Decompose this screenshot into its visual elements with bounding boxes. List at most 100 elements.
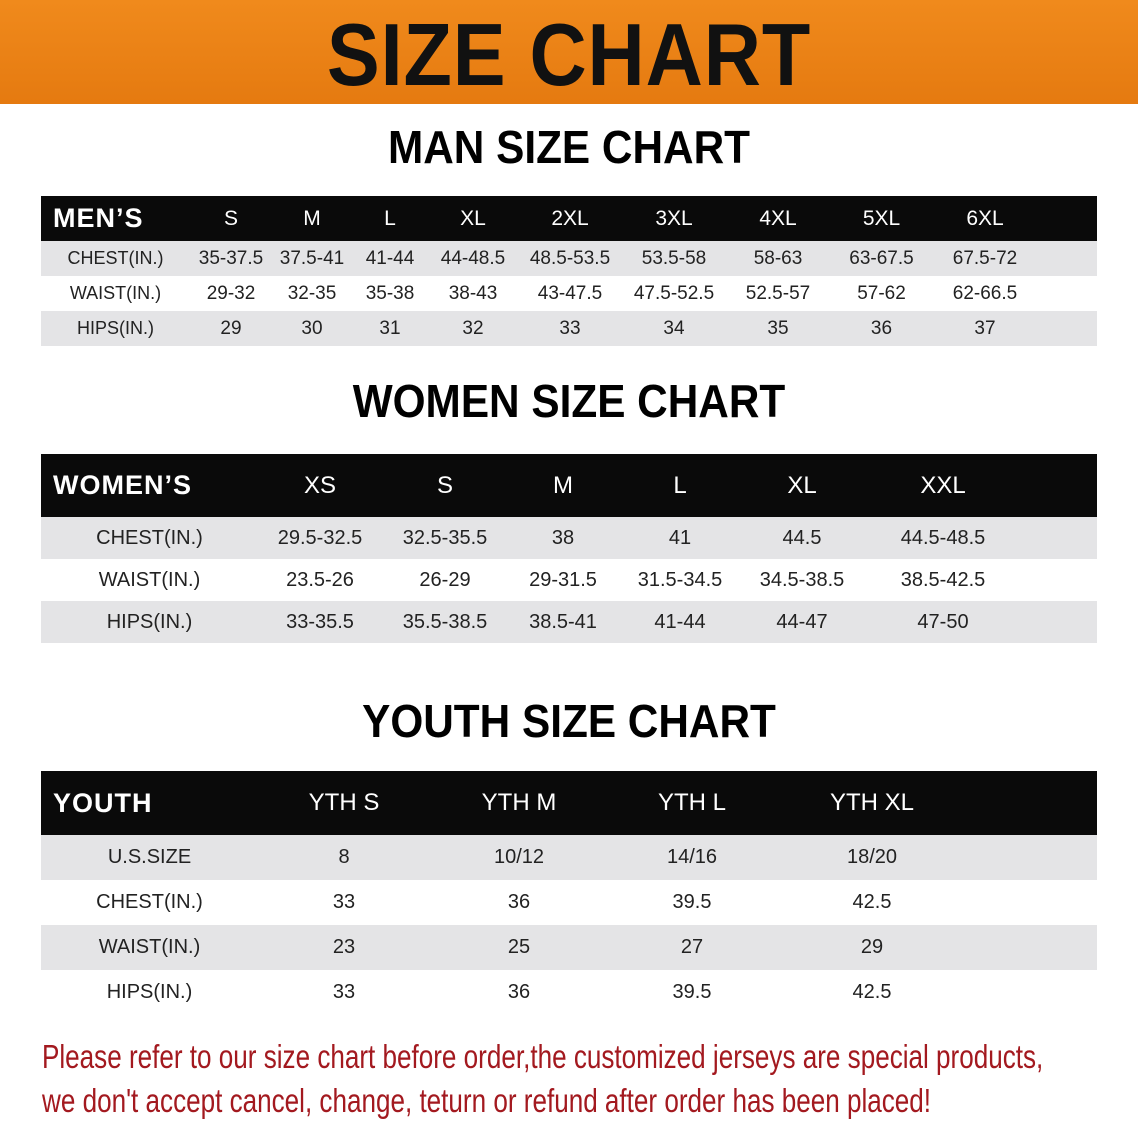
table-cell: 35-37.5 <box>198 247 264 269</box>
table-cell: XXL <box>920 471 966 499</box>
row-label: CHEST(IN.) <box>96 526 203 549</box>
table-cell: M <box>553 471 573 499</box>
row-label: WAIST(IN.) <box>98 936 201 958</box>
notice-line-1: Please refer to our size chart before or… <box>42 1038 1044 1075</box>
table-cell: 10/12 <box>493 846 545 868</box>
men-size-table: MEN’S S M L XL 2XL 3XL 4XL 5XL 6XL CHEST(IN.) 35-37… <box>41 196 1097 346</box>
row-label: HIPS(IN.) <box>106 610 193 633</box>
table-cell: YTH S <box>308 789 380 816</box>
women-size-table: WOMEN’S XS S M L XL XXL CHEST(IN.) 29.5-32.5 32.5… <box>41 454 1097 643</box>
table-cell: 32-35 <box>287 282 337 304</box>
table-cell: 25 <box>507 936 531 958</box>
table-cell: 38.5-41 <box>529 610 597 633</box>
row-label: HIPS(IN.) <box>76 318 154 338</box>
table-row: CHEST(IN.) 29.5-32.5 32.5-35.5 38 41 44.5 44.5… <box>41 517 1097 559</box>
table-cell: 31.5-34.5 <box>637 568 723 591</box>
table-cell: 31 <box>379 317 401 339</box>
table-cell: 42.5 <box>852 891 892 913</box>
row-label: WAIST(IN.) <box>69 283 162 303</box>
table-cell: 27 <box>680 936 704 958</box>
table-cell: 38-43 <box>448 282 498 304</box>
youth-section-title: YOUTH SIZE CHART <box>362 695 776 747</box>
table-header-row: WOMEN’S XS S M L XL XXL <box>41 454 1097 517</box>
table-row: WAIST(IN.) 23.5-26 26-29 29-31.5 31.5-34.5 34… <box>41 559 1097 601</box>
table-cell: 41-44 <box>365 247 415 269</box>
row-label: MEN’S <box>53 203 144 233</box>
table-row: HIPS(IN.) 33-35.5 35.5-38.5 38.5-41 41-44 44-… <box>41 601 1097 643</box>
table-cell: 6XL <box>966 206 1004 230</box>
table-cell: 5XL <box>862 206 901 230</box>
table-cell: 4XL <box>759 206 797 230</box>
table-header-row: MEN’S S M L XL 2XL 3XL 4XL 5XL 6XL <box>41 196 1097 241</box>
table-cell: 33-35.5 <box>286 610 354 633</box>
table-cell: 41 <box>668 526 692 549</box>
table-cell: 52.5-57 <box>745 282 811 304</box>
row-label: WAIST(IN.) <box>98 568 201 591</box>
table-cell: 32.5-35.5 <box>402 526 488 549</box>
table-cell: 37 <box>974 317 996 339</box>
table-cell: 23 <box>332 936 356 958</box>
table-cell: 33 <box>332 981 356 1003</box>
table-cell: S <box>436 471 453 499</box>
table-cell: 42.5 <box>852 981 892 1003</box>
table-row: WAIST(IN.) 23 25 27 29 <box>41 925 1097 970</box>
notice-line-2: we don't accept cancel, change, teturn o… <box>42 1082 932 1119</box>
women-section-title: WOMEN SIZE CHART <box>352 375 786 427</box>
table-cell: 44.5 <box>782 526 822 549</box>
table-cell: 39.5 <box>672 891 712 913</box>
table-cell: 32 <box>462 317 484 339</box>
table-cell: 34.5-38.5 <box>759 568 845 591</box>
table-cell: 29.5-32.5 <box>277 526 363 549</box>
table-cell: 26-29 <box>419 568 471 591</box>
table-cell: 18/20 <box>846 846 898 868</box>
table-cell: 29-31.5 <box>529 568 597 591</box>
table-cell: 36 <box>507 981 531 1003</box>
table-cell: 2XL <box>551 206 589 230</box>
table-cell: 30 <box>301 317 323 339</box>
table-cell: 38.5-42.5 <box>900 568 986 591</box>
table-cell: XS <box>303 471 336 499</box>
table-cell: 23.5-26 <box>286 568 354 591</box>
banner-title: SIZE CHART <box>326 5 812 104</box>
title-banner: SIZE CHART <box>0 0 1138 104</box>
table-cell: 33 <box>332 891 356 913</box>
table-cell: 3XL <box>655 206 693 230</box>
table-cell: 35 <box>767 317 789 339</box>
table-cell: YTH M <box>481 789 557 816</box>
table-cell: 44-47 <box>776 610 828 633</box>
table-cell: YTH XL <box>829 789 915 816</box>
row-label: YOUTH <box>53 787 153 818</box>
table-cell: XL <box>460 206 486 230</box>
table-row: WAIST(IN.) 29-32 32-35 35-38 38-43 43-47.5 47.… <box>41 276 1097 311</box>
table-cell: 8 <box>338 846 350 868</box>
table-cell: M <box>303 206 321 230</box>
table-cell: 33 <box>559 317 581 339</box>
row-label: WOMEN’S <box>53 470 192 500</box>
table-cell: 62-66.5 <box>952 282 1018 304</box>
table-cell: 14/16 <box>666 846 718 868</box>
table-cell: 47-50 <box>917 610 969 633</box>
table-cell: 36 <box>507 891 531 913</box>
table-row: CHEST(IN.) 33 36 39.5 42.5 <box>41 880 1097 925</box>
table-cell: 29 <box>220 317 242 339</box>
table-cell: 48.5-53.5 <box>529 247 611 269</box>
row-label: U.S.SIZE <box>107 846 192 868</box>
table-cell: S <box>223 206 238 230</box>
table-cell: 43-47.5 <box>537 282 603 304</box>
men-section-title: MAN SIZE CHART <box>387 121 751 173</box>
table-cell: 57-62 <box>857 282 906 304</box>
table-cell: 44-48.5 <box>440 247 506 269</box>
table-cell: 67.5-72 <box>952 247 1018 269</box>
table-cell: 47.5-52.5 <box>633 282 715 304</box>
row-label: CHEST(IN.) <box>96 891 203 913</box>
table-header-row: YOUTH YTH S YTH M YTH L YTH XL <box>41 771 1097 835</box>
table-row: U.S.SIZE 8 10/12 14/16 18/20 <box>41 835 1097 880</box>
table-cell: 38 <box>551 526 575 549</box>
table-row: CHEST(IN.) 35-37.5 37.5-41 41-44 44-48.5 48.5… <box>41 241 1097 276</box>
table-cell: 36 <box>870 317 893 339</box>
table-cell: YTH L <box>657 789 726 816</box>
table-cell: 29 <box>860 936 884 958</box>
table-cell: 41-44 <box>654 610 706 633</box>
row-label: CHEST(IN.) <box>67 248 164 268</box>
table-row: HIPS(IN.) 29 30 31 32 33 34 35 36 37 <box>41 311 1097 346</box>
